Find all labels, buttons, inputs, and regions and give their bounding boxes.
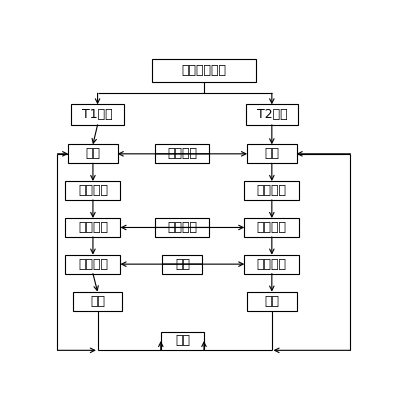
Text: 文本匹配: 文本匹配 xyxy=(78,258,108,271)
Text: 输出: 输出 xyxy=(90,295,105,308)
Bar xyxy=(66,181,120,200)
Bar xyxy=(244,181,299,200)
Text: 文本: 文本 xyxy=(175,258,190,271)
Bar xyxy=(152,59,256,82)
Bar xyxy=(73,292,122,311)
Text: 区域识别: 区域识别 xyxy=(257,221,287,234)
Bar xyxy=(66,255,120,274)
Bar xyxy=(66,218,120,237)
Bar xyxy=(244,255,299,274)
Bar xyxy=(247,292,297,311)
Bar xyxy=(161,332,204,350)
Text: 基准图像: 基准图像 xyxy=(168,221,197,234)
Text: 显示: 显示 xyxy=(86,147,100,160)
Text: 结束: 结束 xyxy=(175,335,190,348)
Text: 显示: 显示 xyxy=(264,147,279,160)
Text: 模型数据建立: 模型数据建立 xyxy=(181,64,226,77)
Text: 文本匹配: 文本匹配 xyxy=(257,258,287,271)
Text: 输出: 输出 xyxy=(264,295,279,308)
Bar xyxy=(71,105,124,125)
Bar xyxy=(68,144,118,163)
Bar xyxy=(155,218,209,237)
Text: T1图谱: T1图谱 xyxy=(82,108,113,121)
Text: 区域识别: 区域识别 xyxy=(78,221,108,234)
Text: 鼠标移动: 鼠标移动 xyxy=(78,184,108,197)
Bar xyxy=(155,144,209,163)
Text: 鼠标移动: 鼠标移动 xyxy=(257,184,287,197)
Bar xyxy=(247,144,297,163)
Bar xyxy=(162,255,203,274)
Text: 定位图像: 定位图像 xyxy=(168,147,197,160)
Bar xyxy=(246,105,298,125)
Bar xyxy=(244,218,299,237)
Text: T2图谱: T2图谱 xyxy=(257,108,287,121)
